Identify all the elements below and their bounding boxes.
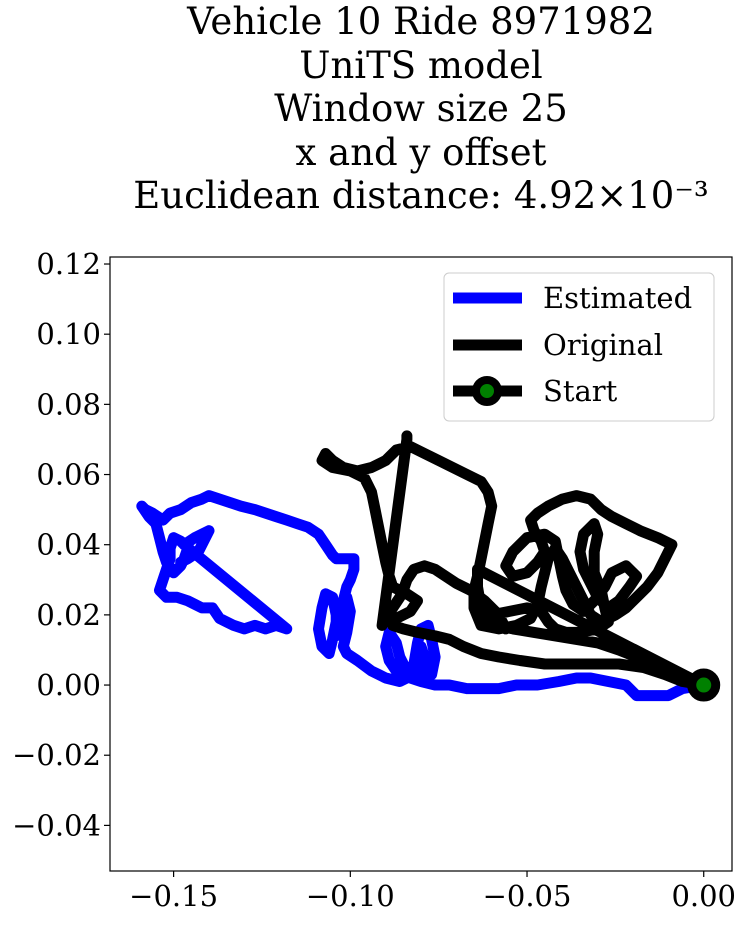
chart-title-line: Euclidean distance: 4.92×10⁻³	[133, 174, 708, 217]
x-tick-label: −0.15	[129, 879, 218, 913]
legend-label: Original	[543, 328, 663, 362]
series-line-estimated	[136, 490, 710, 702]
plot-data-area	[136, 430, 721, 702]
y-tick-label: 0.12	[36, 247, 101, 281]
legend-label: Estimated	[543, 281, 692, 315]
y-tick-label: 0.04	[36, 528, 101, 562]
y-tick-label: 0.00	[36, 668, 101, 702]
start-point-marker	[687, 668, 721, 702]
legend: Estimated Original Start	[443, 272, 715, 422]
y-tick-label: −0.02	[12, 738, 101, 772]
x-axis: −0.15 −0.10 −0.05 0.00	[129, 871, 736, 913]
chart-title-line: x and y offset	[296, 131, 547, 174]
x-tick-label: −0.05	[483, 879, 572, 913]
y-tick-label: −0.04	[12, 808, 101, 842]
y-tick-label: 0.10	[36, 317, 101, 351]
y-tick-label: 0.06	[36, 458, 101, 492]
x-tick-label: 0.00	[671, 879, 736, 913]
axes-frame	[109, 256, 733, 872]
x-tick-label: −0.10	[306, 879, 395, 913]
y-tick-label: 0.02	[36, 598, 101, 632]
y-axis: −0.04 −0.02 0.00 0.02 0.04 0.06 0.08 0.10 0.12	[12, 247, 110, 842]
legend-marker	[472, 376, 502, 406]
legend-label: Start	[543, 374, 618, 408]
chart-title-line: UniTS model	[299, 44, 542, 87]
chart-title-line: Vehicle 10 Ride 8971982	[186, 0, 655, 43]
series-line-original	[316, 430, 710, 691]
chart-title-line: Window size 25	[274, 87, 568, 130]
y-tick-label: 0.08	[36, 387, 101, 421]
legend-box	[443, 272, 715, 422]
